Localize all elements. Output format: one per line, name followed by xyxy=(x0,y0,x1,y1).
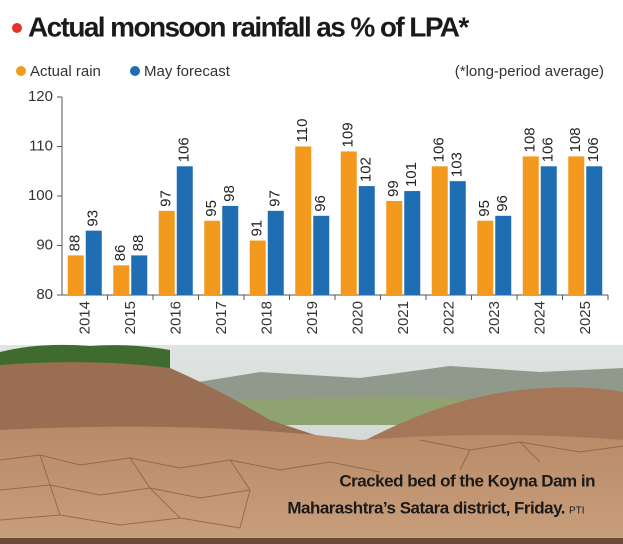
bar xyxy=(267,210,284,295)
bar xyxy=(313,215,330,295)
bar xyxy=(431,166,448,295)
bar xyxy=(131,255,148,295)
value-label: 97 xyxy=(158,190,175,207)
x-tick-label: 2021 xyxy=(395,301,412,334)
value-label: 99 xyxy=(385,180,402,197)
y-tick-label: 80 xyxy=(36,286,53,303)
y-tick-label: 100 xyxy=(28,187,53,204)
value-label: 108 xyxy=(522,127,539,152)
value-label: 96 xyxy=(494,195,511,212)
note: (*long-period average) xyxy=(455,63,604,80)
bar xyxy=(404,191,421,295)
bar xyxy=(568,156,585,295)
bar xyxy=(477,220,494,295)
photo-credit: PTI xyxy=(569,506,585,517)
value-label: 93 xyxy=(85,210,102,227)
value-label: 106 xyxy=(176,137,193,162)
value-label: 106 xyxy=(540,137,557,162)
bar xyxy=(85,230,102,295)
bar xyxy=(176,166,193,295)
x-tick-label: 2014 xyxy=(77,301,94,334)
x-tick-label: 2017 xyxy=(213,301,230,334)
value-label: 110 xyxy=(294,119,311,143)
bar xyxy=(386,200,403,295)
y-tick-label: 120 xyxy=(28,88,53,105)
x-tick-label: 2016 xyxy=(168,301,185,334)
value-label: 108 xyxy=(567,127,584,152)
value-label: 88 xyxy=(130,235,147,252)
x-tick-label: 2018 xyxy=(259,301,276,334)
value-label: 106 xyxy=(585,137,602,162)
bar xyxy=(449,181,466,295)
bar xyxy=(295,146,312,295)
value-label: 95 xyxy=(203,200,220,217)
value-label: 96 xyxy=(312,195,329,212)
bar xyxy=(340,151,357,295)
legend-swatch xyxy=(130,66,140,76)
value-label: 103 xyxy=(449,152,466,177)
x-tick-label: 2024 xyxy=(532,301,549,334)
value-label: 91 xyxy=(249,220,266,237)
bar xyxy=(586,166,603,295)
bar xyxy=(204,220,221,295)
value-label: 109 xyxy=(340,122,357,147)
legend-label: Actual rain xyxy=(30,63,101,80)
bar xyxy=(540,166,557,295)
value-label: 101 xyxy=(403,162,420,187)
bar xyxy=(495,215,512,295)
chart-title: Actual monsoon rainfall as % of LPA* xyxy=(28,11,469,42)
value-label: 95 xyxy=(476,200,493,217)
y-tick-label: 110 xyxy=(29,137,53,154)
x-tick-label: 2025 xyxy=(577,301,594,334)
bar xyxy=(222,205,239,295)
value-label: 106 xyxy=(431,137,448,162)
x-tick-label: 2023 xyxy=(486,301,503,334)
photo xyxy=(0,344,623,544)
value-label: 86 xyxy=(112,245,129,262)
value-label: 97 xyxy=(267,190,284,207)
caption: Maharashtra’s Satara district, Friday. xyxy=(287,498,565,517)
value-label: 98 xyxy=(221,185,238,202)
x-tick-label: 2022 xyxy=(441,301,458,334)
bar xyxy=(358,186,375,295)
caption: Cracked bed of the Koyna Dam in xyxy=(339,471,595,490)
legend-swatch xyxy=(16,66,26,76)
x-tick-label: 2019 xyxy=(304,301,321,334)
title-bullet xyxy=(12,23,22,33)
y-tick-label: 90 xyxy=(36,236,53,253)
value-label: 88 xyxy=(67,235,84,252)
bar xyxy=(158,210,175,295)
value-label: 102 xyxy=(358,157,375,182)
legend-label: May forecast xyxy=(144,63,231,80)
bar xyxy=(113,265,130,295)
x-tick-label: 2020 xyxy=(350,301,367,334)
bar xyxy=(522,156,539,295)
bar xyxy=(67,255,84,295)
x-tick-label: 2015 xyxy=(122,301,139,334)
bar xyxy=(249,240,266,295)
